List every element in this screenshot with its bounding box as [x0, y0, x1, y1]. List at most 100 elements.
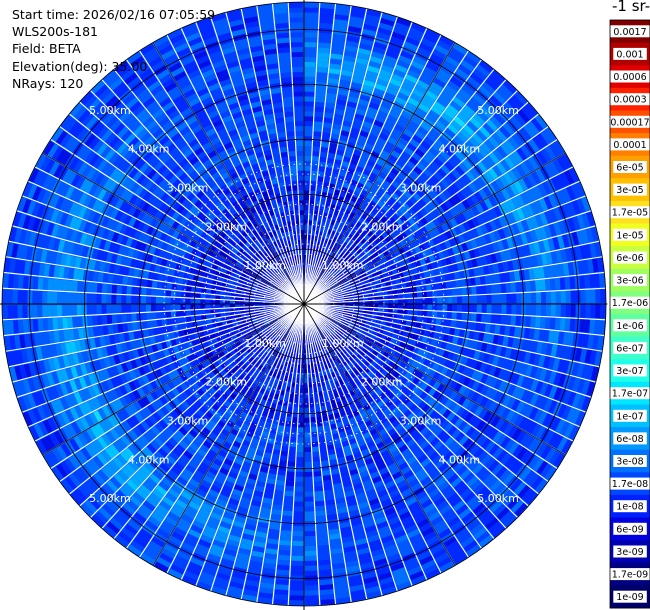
beta-cell [312, 461, 321, 467]
beta-cell [422, 154, 433, 164]
beta-cell [362, 79, 375, 88]
beta-cell [564, 317, 571, 331]
beta-cell [460, 84, 475, 96]
beta-cell [343, 177, 352, 184]
beta-cell [334, 9, 350, 16]
beta-cell [304, 516, 316, 522]
beta-cell [478, 85, 492, 98]
beta-cell [323, 117, 333, 124]
beta-cell [290, 431, 298, 438]
beta-cell [449, 76, 463, 88]
beta-cell [304, 422, 311, 428]
beta-cell [312, 456, 321, 462]
beta-cell [394, 96, 407, 106]
beta-cell [354, 186, 362, 194]
beta-cell [318, 17, 333, 24]
beta-cell [416, 79, 430, 90]
beta-cell [365, 111, 376, 120]
beta-cell [280, 450, 289, 457]
beta-cell [419, 121, 432, 132]
beta-cell [444, 84, 458, 96]
beta-cell [442, 304, 448, 311]
beta-cell [383, 54, 397, 64]
beta-cell [405, 160, 416, 170]
beta-cell [525, 280, 531, 292]
beta-cell [383, 162, 393, 171]
beta-cell [287, 466, 296, 472]
beta-cell [292, 545, 304, 552]
beta-cell [394, 188, 403, 198]
beta-cell [324, 102, 335, 109]
beta-cell [323, 278, 329, 283]
beta-cell [282, 515, 293, 522]
beta-cell [452, 296, 458, 304]
beta-cell [296, 457, 304, 463]
beta-cell [350, 236, 357, 243]
beta-cell [313, 476, 323, 482]
beta-cell [481, 294, 487, 304]
beta-cell [417, 309, 423, 316]
beta-cell [332, 23, 347, 31]
beta-cell [501, 293, 507, 304]
beta-cell [356, 182, 365, 190]
beta-cell [411, 152, 422, 162]
beta-cell [312, 215, 318, 221]
beta-cell [344, 45, 358, 53]
beta-cell [305, 580, 319, 586]
beta-cell [329, 58, 342, 65]
beta-cell [316, 181, 323, 187]
beta-cell [304, 481, 314, 487]
beta-cell [416, 46, 431, 57]
beta-cell [570, 304, 576, 318]
beta-cell [295, 481, 304, 487]
beta-cell [398, 154, 408, 164]
beta-cell [453, 115, 466, 128]
beta-cell [469, 116, 482, 129]
beta-cell [375, 31, 390, 41]
beta-cell [413, 179, 423, 189]
beta-cell [505, 282, 512, 293]
beta-cell [359, 38, 374, 46]
beta-cell [311, 431, 318, 438]
beta-cell [417, 297, 423, 304]
beta-cell [364, 180, 373, 189]
beta-cell [403, 177, 413, 186]
beta-cell [461, 312, 467, 321]
beta-cell [535, 279, 541, 291]
beta-cell [331, 123, 342, 130]
beta-cell [600, 288, 606, 303]
beta-cell [455, 320, 462, 329]
beta-cell [405, 101, 417, 111]
beta-cell [549, 316, 556, 330]
beta-cell [295, 476, 304, 482]
beta-cell [287, 461, 296, 467]
beta-cell [317, 535, 329, 541]
beta-cell [379, 17, 395, 27]
beta-cell [294, 501, 304, 507]
beta-cell [410, 60, 425, 71]
beta-cell [446, 104, 459, 116]
beta-cell [340, 186, 348, 194]
beta-cell [304, 71, 316, 77]
beta-cell [283, 431, 291, 437]
beta-cell [325, 97, 336, 104]
beta-cell [288, 451, 297, 457]
beta-cell [355, 139, 366, 147]
beta-cell [462, 104, 476, 116]
beta-cell [426, 164, 437, 175]
beta-cell [327, 73, 340, 80]
beta-cell [394, 64, 408, 74]
beta-cell [304, 17, 318, 23]
beta-cell [358, 43, 372, 51]
beta-cell [353, 113, 365, 121]
beta-cell [304, 37, 317, 43]
beta-cell [395, 17, 411, 27]
beta-cell [382, 179, 391, 188]
beta-cell [355, 165, 364, 173]
beta-cell [506, 304, 512, 314]
beta-cell [443, 108, 456, 119]
beta-cell [317, 216, 323, 222]
beta-cell [304, 452, 312, 458]
beta-cell [315, 186, 323, 192]
beta-cell [286, 471, 296, 477]
